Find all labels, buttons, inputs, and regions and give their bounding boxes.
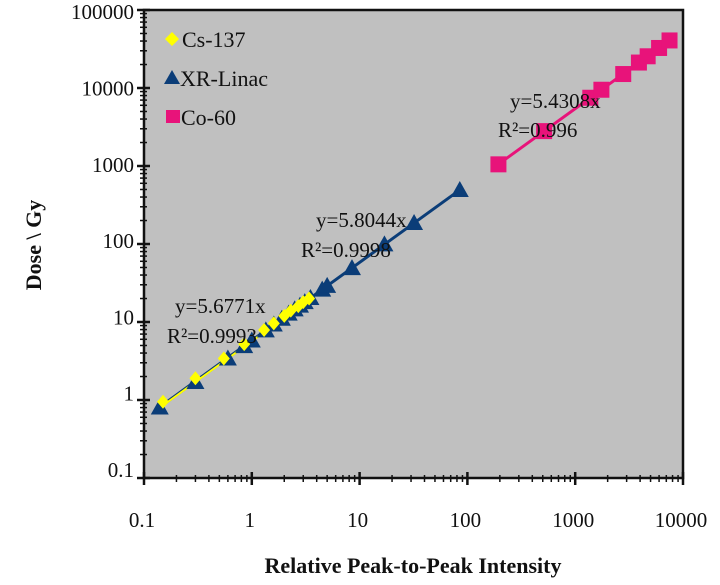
- r2-xr-linac: R²=0.9998: [301, 238, 391, 262]
- point-co-60: [593, 81, 610, 98]
- point-cs-137: [156, 394, 169, 409]
- equation-co-60: y=5.4308x: [510, 89, 601, 113]
- x-tick-label: 1000: [552, 508, 594, 532]
- y-tick-label: 10: [113, 305, 134, 329]
- y-axis-title: Dose \ Gy: [21, 200, 46, 290]
- legend-label-xr-linac: XR-Linac: [180, 66, 268, 91]
- point-cs-137: [217, 351, 230, 366]
- y-tick-label: 0.1: [108, 458, 134, 482]
- data-points: [150, 32, 678, 415]
- point-cs-137: [258, 322, 271, 337]
- point-xr-linac: [450, 180, 469, 197]
- x-tick-label: 100: [450, 508, 482, 532]
- point-cs-137: [303, 291, 316, 306]
- y-tick-label: 100: [103, 229, 135, 253]
- point-cs-137: [189, 371, 202, 386]
- axis-ticks: 0.1 1 10 100 1000 10000 100000 0.1 1 10 100 1000 100…: [71, 0, 707, 532]
- legend-label-cs-137: Cs-137: [182, 27, 246, 52]
- point-xr-linac: [342, 259, 361, 276]
- point-cs-137: [238, 337, 251, 352]
- equation-xr-linac: y=5.8044x: [316, 208, 407, 232]
- point-co-60: [536, 123, 553, 140]
- equation-cs-137: y=5.6771x: [175, 294, 266, 318]
- x-tick-label: 10000: [655, 508, 708, 532]
- point-cs-137: [267, 316, 280, 331]
- point-co-60: [615, 66, 632, 83]
- x-tick-label: 10: [347, 508, 368, 532]
- y-tick-label: 10000: [82, 77, 135, 101]
- y-tick-label: 1000: [92, 153, 134, 177]
- y-tick-label: 100000: [71, 0, 134, 24]
- point-xr-linac: [150, 398, 169, 415]
- point-co-60: [661, 32, 678, 49]
- x-axis-title: Relative Peak-to-Peak Intensity: [265, 553, 562, 578]
- legend: Cs-137 XR-Linac Co-60: [164, 27, 268, 130]
- legend-marker-co-60: [166, 110, 180, 123]
- point-xr-linac: [375, 235, 394, 252]
- legend-marker-xr-linac: [164, 70, 180, 84]
- legend-marker-cs-137: [165, 32, 179, 46]
- plot-area: [142, 8, 685, 480]
- point-co-60: [490, 156, 507, 173]
- x-tick-label: 1: [245, 508, 256, 532]
- y-tick-label: 1: [124, 382, 135, 406]
- point-xr-linac: [405, 213, 424, 230]
- r2-co-60: R²=0.996: [498, 118, 577, 142]
- legend-label-co-60: Co-60: [181, 105, 236, 130]
- point-xr-linac: [318, 276, 337, 293]
- x-tick-label: 0.1: [129, 508, 155, 532]
- r2-cs-137: R²=0.9993: [167, 324, 257, 348]
